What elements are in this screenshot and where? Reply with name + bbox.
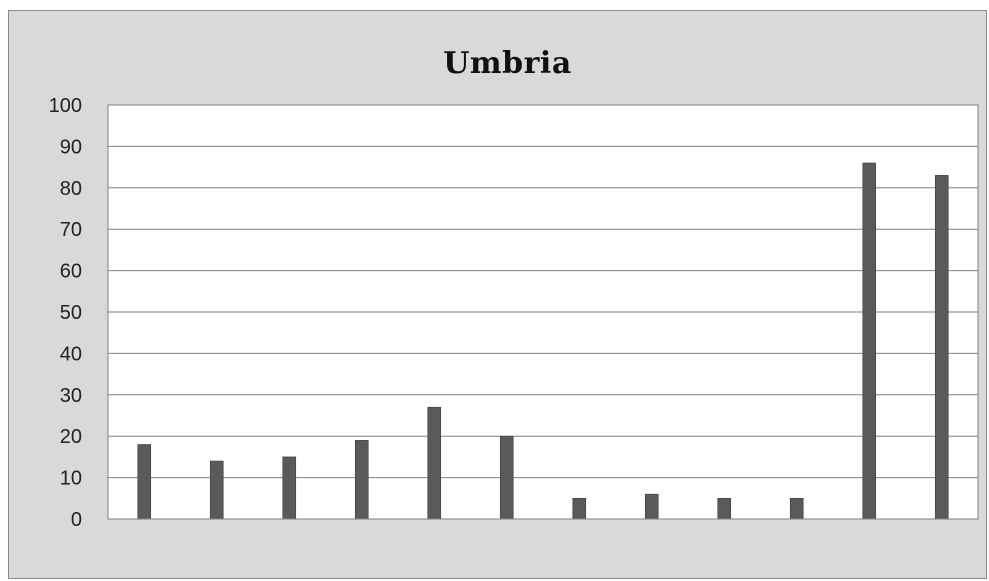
y-tick-label: 60 [60,261,82,283]
bar [717,497,732,520]
bar [572,497,587,520]
bar [499,435,514,520]
y-tick-label: 30 [60,385,82,407]
y-tick-label: 50 [60,302,82,324]
bar [427,406,442,520]
y-axis-ticks: 0 10 20 30 40 50 60 70 80 90 100 [49,95,82,531]
bar [209,460,224,520]
gridlines [108,104,978,479]
bar [789,497,804,520]
bars [137,162,949,520]
y-tick-label: 100 [49,95,82,117]
bar [644,493,659,520]
y-tick-label: 90 [60,136,82,158]
bar [137,444,152,520]
bar [354,440,369,520]
bar [282,456,297,520]
y-tick-label: 80 [60,178,82,200]
y-tick-label: 40 [60,343,82,365]
y-tick-label: 10 [60,468,82,490]
chart-title: Umbria [443,46,572,81]
y-tick-label: 70 [60,219,82,241]
y-tick-label: 0 [71,509,82,531]
bar [934,175,949,520]
y-tick-label: 20 [60,426,82,448]
bar [862,162,877,520]
